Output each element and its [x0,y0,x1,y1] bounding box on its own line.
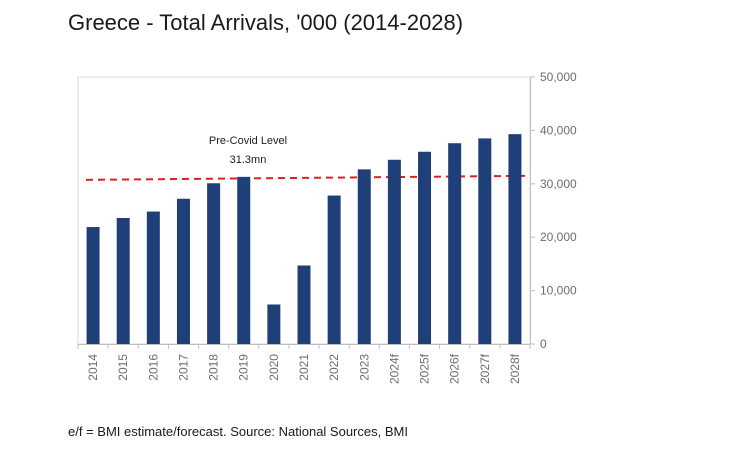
bar-2019 [237,176,251,344]
bar-2021 [297,265,311,344]
x-tick-label: 2027f [478,353,492,384]
x-tick-label: 2028f [508,353,522,384]
y-tick-label: 20,000 [540,230,577,244]
annotation-label-line1: Pre-Covid Level [209,135,287,147]
x-tick-label: 2025f [418,353,432,384]
bar-2024f [387,159,401,344]
x-tick-label: 2026f [448,353,462,384]
bar-2028f [508,134,522,344]
y-tick-label: 0 [540,337,547,351]
x-tick-label: 2023 [357,354,371,381]
footnote: e/f = BMI estimate/forecast. Source: Nat… [68,424,408,439]
bar-2015 [116,217,130,344]
x-tick-label: 2016 [146,354,160,381]
x-tick-label: 2017 [176,354,190,381]
x-tick-label: 2021 [297,354,311,381]
x-tick-label: 2014 [86,354,100,381]
x-tick-label: 2024f [387,353,401,384]
y-axis: 0 10,000 20,000 30,000 40,000 50,000 [530,70,577,351]
y-tick-label: 30,000 [540,177,577,191]
bar-2016 [146,211,160,344]
bars-group [86,134,522,344]
annotation-group: Pre-Covid Level 31.3mn [209,135,287,166]
bar-2023 [357,169,371,344]
x-tick-label: 2015 [116,354,130,381]
bar-2026f [448,143,462,344]
x-tick-label: 2018 [207,354,221,381]
bar-2020 [267,304,281,344]
bar-2014 [86,227,100,344]
bar-2018 [207,183,221,344]
bar-2017 [176,198,190,344]
x-tick-label: 2022 [327,354,341,381]
bar-2022 [327,195,341,344]
chart-title: Greece - Total Arrivals, '000 (2014-2028… [68,10,464,35]
y-tick-label: 10,000 [540,284,577,298]
x-tick-label: 2020 [267,354,281,381]
y-tick-label: 40,000 [540,123,577,137]
annotation-label-line2: 31.3mn [230,154,267,166]
x-tick-label: 2019 [237,354,251,381]
x-axis: 2014 2015 2016 2017 2018 2019 2020 2021 2022 2023… [77,344,531,384]
bar-2027f [478,138,492,344]
y-tick-label: 50,000 [540,70,577,84]
bar-2025f [418,151,432,344]
